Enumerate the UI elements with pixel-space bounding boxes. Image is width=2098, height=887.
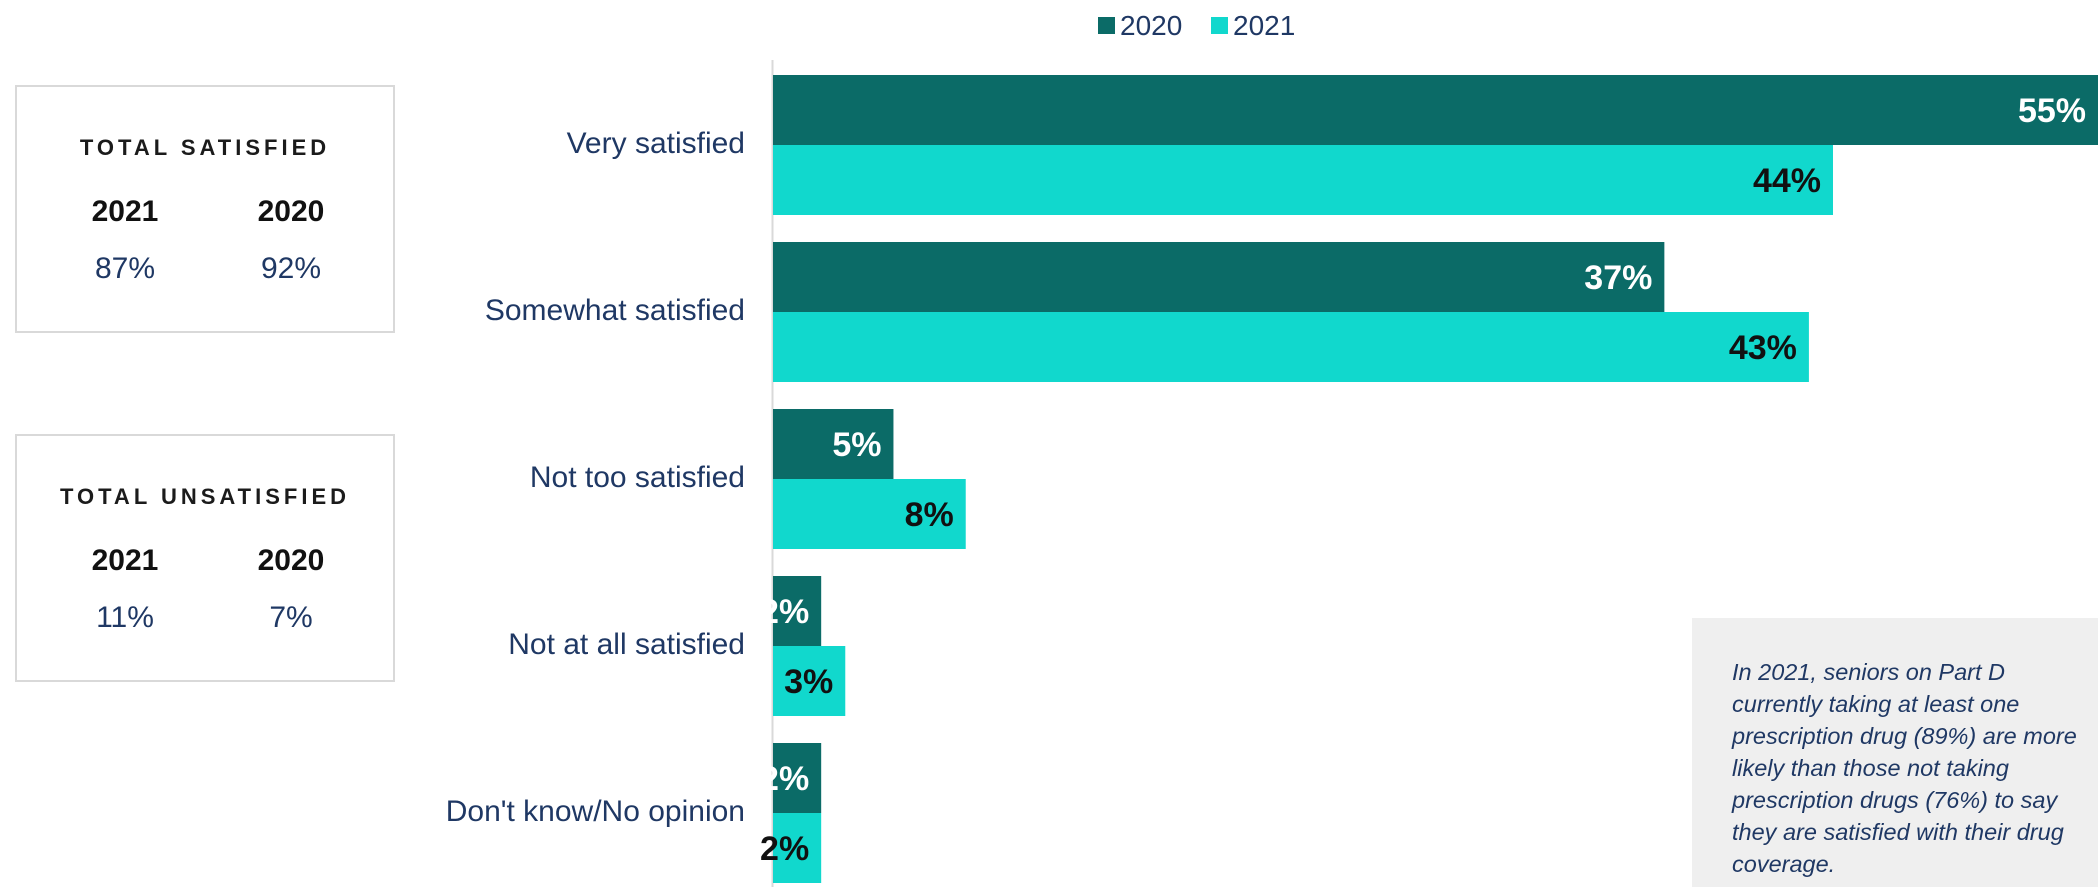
bar-2020 [773,576,822,646]
unsatisfied-value-2021: 11% [96,601,154,634]
bar-2021 [773,145,1833,215]
total-satisfied-box: TOTAL SATISFIED 2021 2020 87% 92% [15,85,395,333]
bar-2021 [773,312,1809,382]
unsatisfied-value-2020: 7% [269,601,313,634]
satisfied-value-2020: 92% [260,252,322,285]
bar-2020 [773,242,1665,312]
data-label-2021: 3% [784,663,833,701]
total-unsatisfied-title: TOTAL UNSATISFIED [59,484,351,509]
data-label-2020: 2% [760,760,809,798]
category-label: Somewhat satisfied [485,294,745,327]
data-label-2020: 37% [1584,259,1652,297]
legend-swatch-2021 [1211,17,1228,34]
data-label-2020: 2% [760,593,809,631]
bar-2021 [773,813,822,883]
category-label: Not at all satisfied [508,628,745,661]
unsatisfied-year-2021: 2021 [91,544,159,577]
bar-2021 [773,479,966,549]
category-label: Don't know/No opinion [446,795,745,828]
category-label: Not too satisfied [530,461,745,494]
bar-2020 [773,409,894,479]
total-unsatisfied-box: TOTAL UNSATISFIED 2021 2020 11% 7% [15,434,395,682]
data-label-2020: 5% [832,426,881,464]
insight-note: In 2021, seniors on Part D currently tak… [1692,618,2098,887]
total-satisfied-title: TOTAL SATISFIED [79,135,331,160]
data-label-2021: 44% [1753,162,1821,200]
legend-swatch-2020 [1098,17,1115,34]
data-label-2021: 2% [760,830,809,868]
satisfied-year-2021: 2021 [91,195,159,228]
satisfied-value-2021: 87% [94,252,156,285]
bar-2020 [773,743,822,813]
data-label-2020: 55% [2018,92,2086,130]
category-label: Very satisfied [567,127,745,160]
unsatisfied-year-2020: 2020 [257,544,325,577]
bar-2020 [773,75,2098,145]
data-label-2021: 43% [1729,329,1797,367]
legend-label-2020: 2020 [1120,10,1182,41]
legend-label-2021: 2021 [1233,10,1295,41]
data-label-2021: 8% [905,496,954,534]
satisfied-year-2020: 2020 [257,195,325,228]
bar-2021 [773,646,846,716]
